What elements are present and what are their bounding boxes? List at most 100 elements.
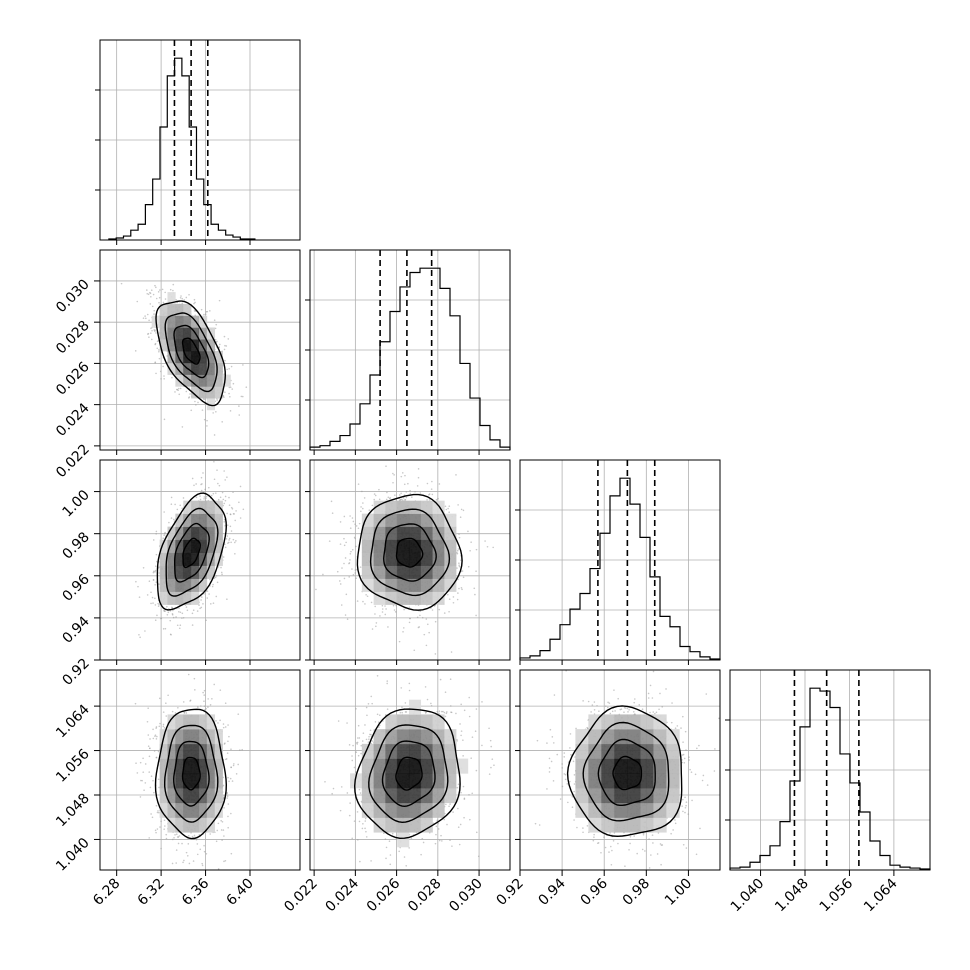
density-panel-0-2 xyxy=(99,459,301,661)
scatter-point xyxy=(204,313,207,315)
scatter-point xyxy=(414,490,416,493)
density-cell xyxy=(420,552,433,566)
scatter-point xyxy=(173,518,175,521)
scatter-point xyxy=(200,606,203,609)
scatter-point xyxy=(201,483,203,485)
density-cell xyxy=(191,565,200,579)
scatter-point xyxy=(185,296,188,299)
scatter-point xyxy=(228,735,230,738)
scatter-point xyxy=(399,499,402,501)
scatter-point xyxy=(467,565,470,568)
scatter-point xyxy=(152,737,155,740)
scatter-point xyxy=(223,795,225,797)
density-cell xyxy=(175,552,184,566)
density-cell xyxy=(191,552,200,566)
scatter-point xyxy=(362,507,364,510)
scatter-point xyxy=(150,327,152,330)
scatter-point xyxy=(343,515,346,518)
scatter-point xyxy=(201,862,203,865)
panel-frame xyxy=(99,459,301,661)
scatter-point xyxy=(152,579,155,581)
density-cell xyxy=(397,591,410,605)
scatter-point xyxy=(167,611,170,614)
scatter-point xyxy=(155,332,157,334)
scatter-point xyxy=(158,350,160,353)
density-cell xyxy=(167,292,176,305)
density-cell xyxy=(361,513,374,527)
scatter-point xyxy=(209,578,211,581)
scatter-point xyxy=(172,289,174,292)
scatter-point xyxy=(176,388,178,391)
scatter-point xyxy=(221,491,224,494)
scatter-point xyxy=(351,548,354,551)
scatter-point xyxy=(211,585,214,588)
scatter-point xyxy=(156,735,158,738)
scatter-point xyxy=(223,521,226,523)
scatter-point xyxy=(147,333,149,335)
scatter-point xyxy=(191,477,194,480)
scatter-point xyxy=(348,562,351,564)
scatter-point xyxy=(136,300,139,303)
contour-line xyxy=(165,507,219,597)
density-cell xyxy=(397,526,410,540)
scatter-point xyxy=(362,502,364,504)
scatter-point xyxy=(162,628,165,630)
scatter-point xyxy=(164,291,166,294)
scatter-point xyxy=(223,807,225,809)
density-cell xyxy=(206,374,216,387)
scatter-point xyxy=(163,511,165,513)
density-cell xyxy=(183,552,192,566)
density-cell xyxy=(206,526,216,540)
density-cell xyxy=(167,552,176,566)
scatter-point xyxy=(181,507,183,510)
scatter-point xyxy=(328,540,331,542)
scatter-point xyxy=(217,498,220,501)
contour-line xyxy=(356,493,463,611)
scatter-point xyxy=(179,387,182,390)
density-cell xyxy=(198,539,208,553)
density-cell xyxy=(214,552,223,566)
panel-frame xyxy=(729,669,931,871)
scatter-point xyxy=(148,580,151,583)
density-cell xyxy=(214,362,223,375)
scatter-point xyxy=(142,566,145,569)
density-cell xyxy=(432,513,445,527)
scatter-point xyxy=(330,500,333,503)
scatter-point xyxy=(357,483,360,485)
scatter-point xyxy=(200,308,203,311)
scatter-point xyxy=(171,606,173,609)
scatter-point xyxy=(223,335,226,338)
scatter-point xyxy=(152,570,155,573)
density-cell xyxy=(385,513,398,527)
density-cell xyxy=(167,526,176,540)
scatter-point xyxy=(467,530,469,533)
scatter-point xyxy=(356,600,359,602)
scatter-point xyxy=(458,536,461,539)
scatter-point xyxy=(181,426,184,428)
density-cell xyxy=(191,351,200,364)
scatter-point xyxy=(163,727,166,729)
histogram-panel-3 xyxy=(725,669,931,871)
scatter-point xyxy=(203,497,205,500)
scatter-point xyxy=(224,359,226,362)
scatter-point xyxy=(341,567,343,569)
scatter-point xyxy=(224,391,226,394)
scatter-point xyxy=(188,862,191,865)
scatter-point xyxy=(200,476,203,479)
scatter-point xyxy=(205,495,208,498)
scatter-point xyxy=(362,600,364,603)
scatter-point xyxy=(458,587,460,590)
histogram-panel-0 xyxy=(95,39,301,241)
scatter-point xyxy=(421,616,424,619)
scatter-point xyxy=(163,534,165,537)
scatter-point xyxy=(428,631,430,634)
scatter-point xyxy=(228,541,230,544)
scatter-point xyxy=(139,636,141,639)
density-cell xyxy=(198,339,208,352)
scatter-point xyxy=(154,362,156,364)
scatter-point xyxy=(163,819,166,822)
scatter-point xyxy=(174,391,176,393)
scatter-point xyxy=(354,569,357,571)
scatter-point xyxy=(216,469,218,471)
scatter-point xyxy=(157,605,160,608)
